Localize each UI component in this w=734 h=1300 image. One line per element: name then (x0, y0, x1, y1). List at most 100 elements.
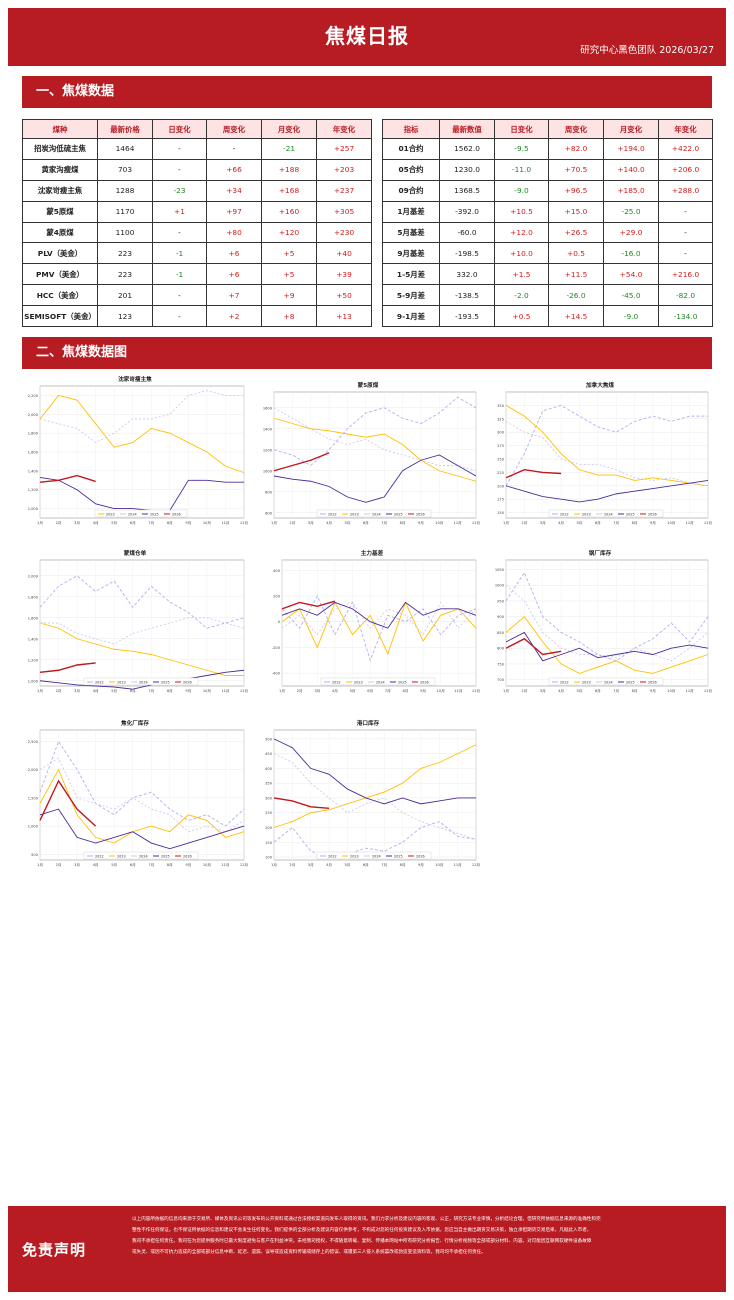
chart-legend (94, 509, 188, 518)
table-row: PMV（美金） 223 -1 +6 +5 +39 (22, 263, 372, 286)
chart-main-basis: 主力基差 -400 -200 0 200 400 1月 2月 3月 4月 5月 6月 7月 8月 9月 10月… (262, 546, 482, 708)
table-cell: -1 (152, 263, 207, 286)
table-cell: -9.0 (603, 305, 659, 328)
row-label: 01合约 (382, 138, 440, 160)
column-header: 日变化 (152, 119, 207, 139)
chart-mongolia-warehouse: 蒙煤仓单 1,000 1,200 1,400 1,600 1,800 2,000 1月 2月 3月… (20, 546, 250, 708)
x-tick-label: 4月 (558, 688, 564, 693)
x-tick-label: 6月 (130, 688, 136, 693)
series-line-2026 (273, 797, 330, 809)
series-line-2024 (40, 617, 245, 645)
table-cell: +305 (316, 200, 372, 223)
series-line-2023 (273, 417, 477, 482)
y-tick-label: 1400 (263, 427, 273, 431)
table-cell: +257 (316, 138, 372, 160)
x-tick-label: 2月 (56, 688, 62, 693)
x-tick-label: 7月 (385, 688, 391, 693)
table-cell: -134.0 (658, 305, 713, 328)
chart-steel-mill-inventory: 钢厂库存 700 750 800 850 900 950 1000 1050 1月 2月 3月 4月 5月… (486, 546, 714, 708)
x-tick-label: 2月 (521, 520, 527, 525)
table-cell: 1288 (97, 179, 153, 202)
report-subtitle: 研究中心黑色团队 2026/03/27 (580, 45, 714, 56)
table-cell: - (658, 242, 713, 265)
x-tick-label: 6月 (130, 520, 136, 525)
x-tick-label: 11月 (221, 520, 229, 525)
table-cell: -45.0 (603, 284, 659, 307)
table-cell: +13 (316, 305, 372, 328)
table-cell: -60.0 (439, 221, 495, 244)
y-tick-label: 1600 (263, 406, 273, 410)
x-tick-label: 11月 (454, 862, 462, 867)
y-tick-label: 1,000 (28, 507, 39, 511)
y-tick-label: 1,400 (28, 469, 39, 473)
x-tick-label: 1月 (503, 520, 509, 525)
series-line-2023 (273, 744, 477, 828)
x-tick-label: 7月 (148, 520, 154, 525)
row-label: 09合约 (382, 179, 440, 202)
row-label: 9月基差 (382, 242, 440, 265)
y-tick-label: 200 (273, 595, 281, 599)
section-heading-charts: 二、焦煤数据图 (22, 337, 712, 369)
legend-label: 2024 (604, 680, 613, 684)
table-cell: +2 (206, 305, 262, 328)
table-cell: -26.0 (548, 284, 604, 307)
table-row: 黄家沟瘦煤 703- +66 +188 +203 (22, 158, 372, 181)
y-tick-label: 2,000 (28, 768, 39, 772)
x-tick-label: 11月 (686, 688, 694, 693)
x-tick-label: 1月 (37, 688, 43, 693)
y-tick-label: 2,500 (28, 740, 39, 744)
table-cell: +160 (261, 200, 317, 223)
table-cell: -392.0 (439, 200, 495, 223)
chart-title: 蒙5原煤 (358, 381, 379, 389)
series-line-2024 (505, 421, 709, 487)
table-cell: -2.0 (494, 284, 549, 307)
x-tick-label: 1月 (503, 688, 509, 693)
x-tick-label: 6月 (363, 862, 369, 867)
disclaimer-line: 以上内容所依据的信息均来源于交易所、媒体及资讯公司等发布的公开资料或通过合法授权… (132, 1217, 601, 1222)
series-line-2026 (39, 662, 96, 674)
x-tick-label: 7月 (148, 688, 154, 693)
x-tick-label: 10月 (203, 688, 211, 693)
x-tick-label: 10月 (667, 520, 675, 525)
x-tick-label: 4月 (93, 688, 99, 693)
table-cell: -25.0 (603, 200, 659, 223)
legend-label: 2023 (582, 680, 591, 684)
y-tick-label: 1,200 (28, 658, 39, 662)
x-tick-label: 12月 (240, 520, 248, 525)
x-tick-label: 4月 (93, 862, 99, 867)
y-tick-label: 700 (497, 678, 505, 682)
chart-mongolia-5-coal: 蒙5原煤 600 800 1000 1200 1400 1600 1月 2月 3月 4月 5月 6月 7月… (254, 378, 482, 540)
series-line-2025 (273, 738, 476, 805)
y-tick-label: 1,800 (28, 595, 39, 599)
table-cell: -1 (152, 242, 207, 265)
table-cell: - (152, 158, 207, 181)
table-row: 蒙4原煤 1100- +80 +120 +230 (22, 221, 372, 244)
x-tick-label: 3月 (314, 688, 320, 693)
y-tick-label: 175 (497, 498, 504, 502)
legend-label: 2022 (332, 680, 341, 684)
chart-legend (320, 677, 436, 686)
series-line-2025 (39, 477, 244, 511)
y-tick-label: 200 (497, 484, 505, 488)
x-tick-label: 8月 (632, 688, 638, 693)
chart-coking-plant-inventory: 焦化厂库存 500 1,000 1,500 2,000 2,500 1月 2月 3月 4月 5月 6月… (20, 716, 250, 882)
y-tick-label: -400 (272, 672, 281, 676)
table-cell: -9.5 (494, 138, 549, 160)
x-tick-label: 10月 (435, 520, 443, 525)
x-tick-label: 3月 (308, 862, 314, 867)
table-row: 9月基差 -198.5 +10.0 +0.5 -16.0- (382, 242, 713, 265)
table-cell: 1562.0 (439, 138, 495, 160)
series-line-2022 (281, 594, 477, 662)
table-cell: +168 (261, 179, 317, 202)
table-row: SEMISOFT（美金） 123- +2 +8 +13 (22, 305, 372, 328)
legend-label: 2023 (582, 512, 591, 516)
chart-legend (548, 509, 664, 518)
table-row: 1月基差 -392.0 +10.5 +15.0 -25.0- (382, 200, 713, 223)
x-tick-label: 9月 (650, 688, 656, 693)
table-cell: +140.0 (603, 158, 659, 181)
table-cell: +10.5 (494, 200, 549, 223)
y-tick-label: 325 (497, 417, 504, 421)
x-tick-label: 6月 (595, 688, 601, 693)
x-tick-label: 6月 (363, 520, 369, 525)
y-tick-label: 100 (265, 856, 273, 860)
